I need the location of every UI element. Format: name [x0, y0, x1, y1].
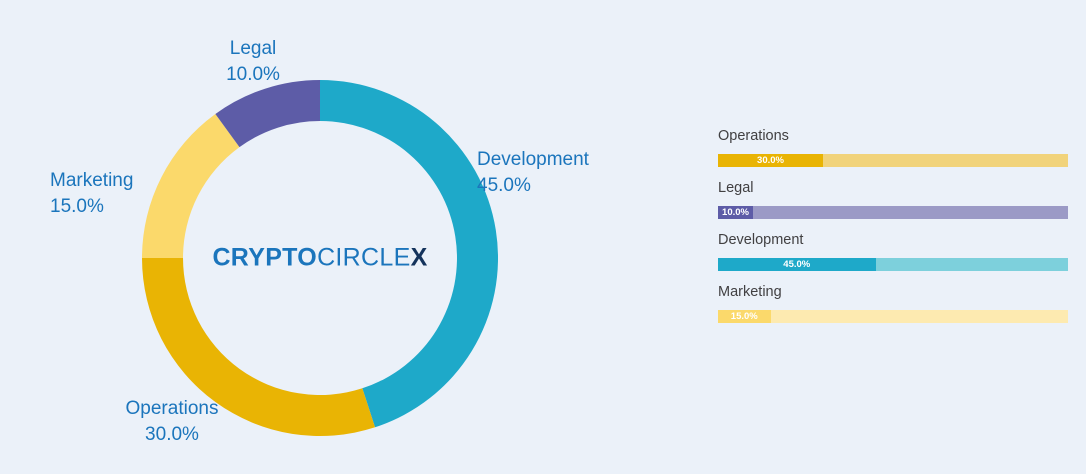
slice-label-legal: Legal 10.0%	[226, 36, 280, 88]
bar-percentage: 15.0%	[730, 311, 758, 322]
donut-segment-development	[320, 80, 499, 428]
bar-percentage: 10.0%	[722, 207, 749, 218]
slice-label-pct: 15.0%	[50, 196, 104, 217]
slice-label-operations: Operations 30.0%	[126, 396, 219, 448]
bar-fill: 30.0%	[718, 154, 823, 167]
slice-label-development: Development 45.0%	[477, 147, 589, 199]
legend-bar-row-development: Development 45.0%	[718, 232, 1068, 271]
allocation-bars-legend: Operations 30.0% Legal 10.0% Development 45.0…	[718, 128, 1068, 323]
slice-label-pct: 10.0%	[226, 64, 280, 85]
donut-segment-legal	[215, 80, 320, 148]
bar-percentage: 30.0%	[757, 155, 784, 166]
logo-part-circle: CIRCLE	[317, 243, 411, 272]
bar-label: Marketing	[718, 284, 782, 300]
donut-segment-marketing	[142, 113, 240, 259]
slice-label-name: Legal	[229, 38, 277, 59]
slice-label-pct: 30.0%	[145, 424, 199, 445]
bar-track: 45.0%	[718, 258, 1068, 271]
slice-label-name: Marketing	[50, 170, 134, 191]
bar-track: 10.0%	[718, 206, 1068, 219]
logo-part-x: X	[410, 243, 428, 272]
legend-bar-row-operations: Operations 30.0%	[718, 128, 1068, 167]
legend-bar-row-marketing: Marketing 15.0%	[718, 284, 1068, 323]
cryptocirclex-logo: CRYPTOCIRCLEX	[212, 244, 427, 273]
legend-bar-row-legal: Legal 10.0%	[718, 180, 1068, 219]
slice-label-marketing: Marketing 15.0%	[50, 168, 133, 220]
bar-label: Operations	[718, 128, 789, 144]
bar-percentage: 45.0%	[783, 259, 811, 270]
slice-label-name: Development	[477, 149, 589, 170]
slice-label-name: Operations	[125, 398, 219, 419]
bar-fill: 15.0%	[718, 310, 771, 323]
donut-segment-operations	[141, 258, 376, 437]
bar-label: Development	[718, 232, 804, 248]
slice-label-pct: 45.0%	[477, 175, 531, 196]
bar-track: 15.0%	[718, 310, 1068, 323]
logo-part-crypto: CRYPTO	[212, 243, 318, 272]
bar-fill: 10.0%	[718, 206, 753, 219]
bar-fill: 45.0%	[718, 258, 876, 271]
bar-label: Legal	[718, 180, 754, 196]
bar-track: 30.0%	[718, 154, 1068, 167]
